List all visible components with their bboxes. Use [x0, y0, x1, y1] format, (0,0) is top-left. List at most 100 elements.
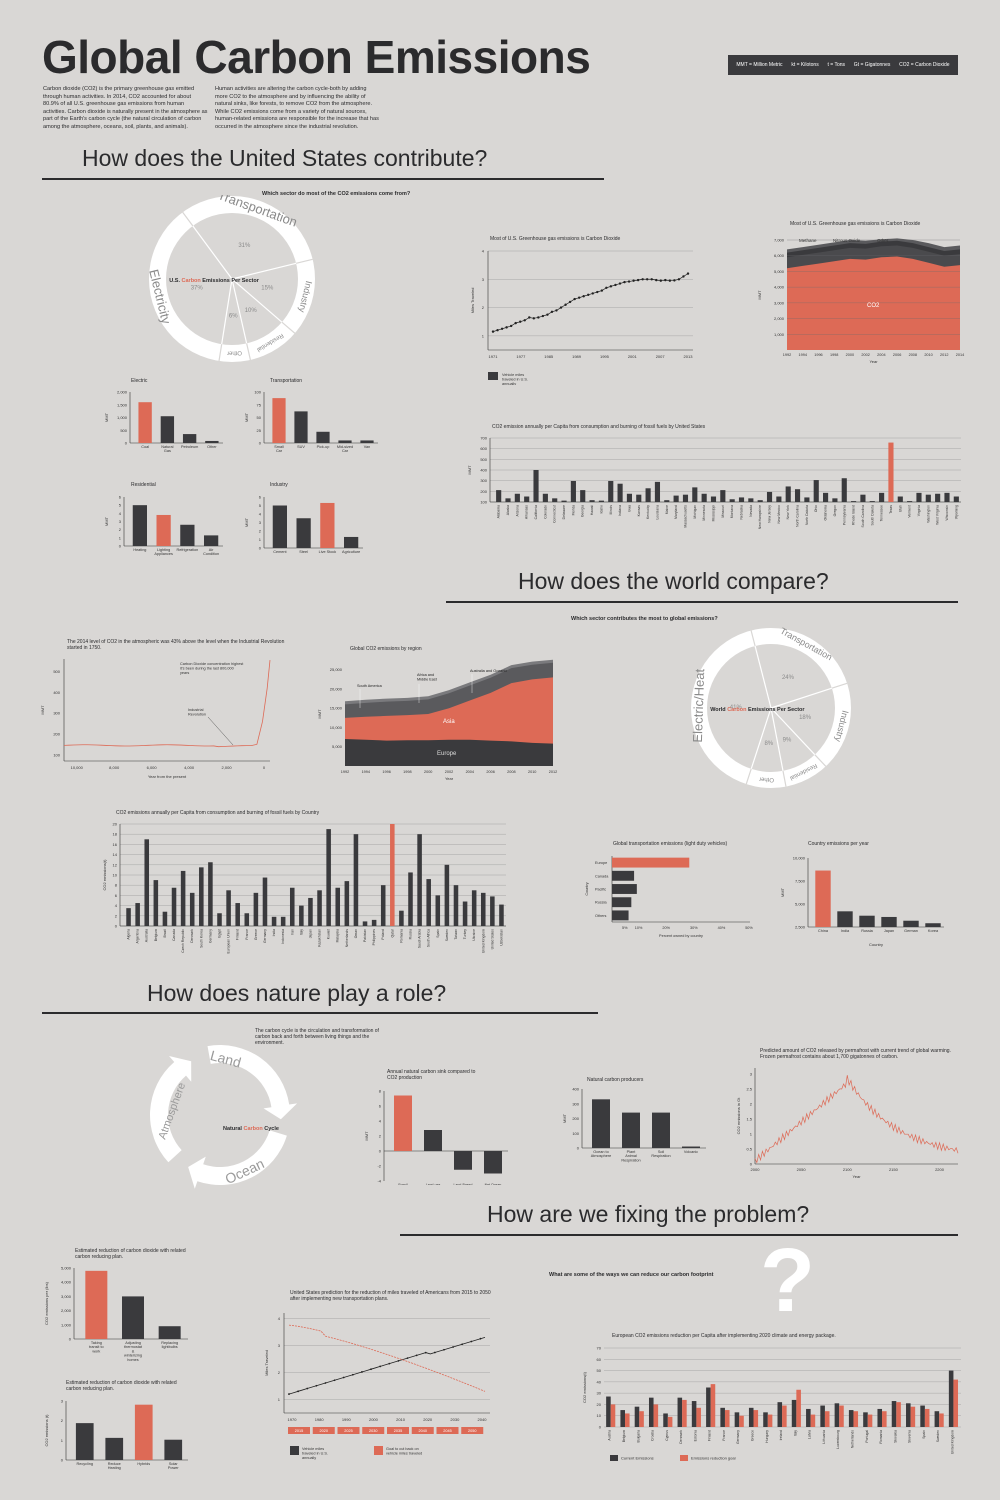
bar-oregon — [832, 498, 838, 502]
x-tick-label: Estonia — [693, 1430, 697, 1441]
bar-turkey — [462, 901, 468, 926]
data-point — [523, 319, 526, 322]
x-tick-label: South Dakota — [870, 505, 874, 526]
x-tick-label: Replacing — [161, 1341, 178, 1345]
x-tick-label: Delaware — [562, 505, 566, 519]
pie-divider — [750, 707, 772, 770]
data-point — [559, 306, 563, 309]
y-tick-label: -4 — [377, 1179, 381, 1184]
legend-label: annually — [502, 382, 516, 385]
bar-florida — [570, 480, 576, 502]
x-tick-label: Japan — [308, 929, 312, 938]
bar-massachusetts — [682, 494, 689, 502]
y-tick-label: 1 — [61, 1438, 64, 1443]
x-tick-label: Idaho — [599, 505, 603, 514]
x-tick-label: Soil — [658, 1150, 664, 1154]
x-tick-label: South Carolina — [861, 505, 865, 528]
bar-ireland-emissions-reduction-goal — [782, 1405, 787, 1427]
y-tick-label: 6 — [259, 495, 262, 500]
area-label-co2: CO2 — [867, 303, 880, 309]
us-miles-title: Most of U.S. Greenhouse gas emissions is… — [490, 236, 621, 242]
bar-slovakia-emissions-reduction-goal — [896, 1402, 901, 1427]
y-tick-label: 5,000 — [795, 902, 806, 907]
bar-wyoming — [953, 496, 959, 502]
us-miles-line-chart: 1 2 3 4 1971 1977 1985 1989 1995 2001 2007 2013 Mile… — [470, 249, 693, 386]
bar-luxembourg-emissions-reduction-goal — [839, 1405, 844, 1427]
y-tick-label: 400 — [480, 468, 487, 473]
x-tick-label: 1998 — [403, 770, 411, 774]
y-tick-label: 500 — [53, 669, 60, 674]
fix-estimated-1-bars: 0 1,000 2,000 3,000 4,000 5,000 CO2 emissions … — [44, 1266, 188, 1362]
future-tick-box — [461, 1427, 484, 1434]
bar-montana — [729, 499, 735, 502]
x-tick-label: Pakistan — [363, 929, 367, 942]
x-tick-label: thermostat — [124, 1345, 143, 1349]
y-tick-label: 1,500 — [117, 402, 128, 407]
x-tick-label: Lighting — [157, 548, 170, 552]
data-point — [591, 292, 594, 295]
legend-swatch — [610, 1455, 618, 1461]
pie-value-transportation: 24% — [782, 675, 795, 681]
future-tick-label: 2040 — [419, 1429, 427, 1433]
bar-china — [815, 870, 831, 927]
x-tick-label: German — [904, 929, 918, 933]
us-state-bars: 100 200 300 400 500 600 700 MMT Alabama Alaska Ari… — [467, 436, 961, 529]
data-point — [655, 278, 658, 282]
y-tick-label: 4 — [119, 511, 122, 516]
pie-ring-gap — [246, 343, 251, 361]
x-tick-label: Georgia — [581, 505, 585, 517]
bar-kuwait — [326, 829, 331, 926]
x-tick-label: Arkansas — [525, 505, 529, 519]
bar-slovenia-current-emissions — [906, 1403, 911, 1427]
y-axis-label: CO2 emissions(t) — [102, 859, 107, 891]
fix-europe-title: European CO2 emissions reduction per Cap… — [612, 1333, 836, 1339]
bar-land-use-change-deforestation — [424, 1130, 442, 1151]
data-point — [491, 330, 495, 333]
bar-japan — [308, 897, 313, 926]
data-point — [555, 309, 558, 312]
y-tick-label: 500 — [120, 428, 127, 433]
bar-pennsylvania — [841, 478, 847, 502]
y-tick-label: 0 — [115, 924, 118, 929]
bar-croatia-current-emissions — [648, 1397, 654, 1427]
bar-vermont — [907, 501, 913, 502]
data-point — [600, 289, 604, 292]
bar-illinois — [608, 480, 614, 502]
bar-latvia-emissions-reduction-goal — [810, 1414, 816, 1427]
y-tick-label: 6,000 — [774, 253, 785, 258]
x-tick-label: Hungary — [765, 1430, 769, 1443]
bar-rhode-island — [851, 501, 857, 502]
y-tick-label: 2 — [482, 305, 485, 310]
data-point — [564, 303, 567, 306]
area-label-africa: Africa and — [417, 673, 434, 677]
data-point — [609, 285, 613, 288]
bar-czech-republic — [180, 870, 186, 926]
data-point — [650, 278, 653, 281]
y-axis-label: MMT — [757, 290, 762, 300]
x-tick-label: Pennsylvania — [842, 505, 846, 525]
pie-center-label: World Carbon Emissions Per Sector — [710, 707, 805, 713]
bar-south-carolina — [860, 494, 866, 502]
future-tick-box — [436, 1427, 459, 1434]
x-tick-label: Utah — [898, 505, 902, 512]
y-axis-label: MMT — [780, 887, 785, 897]
pie-value-electricity: 37% — [191, 286, 204, 292]
x-tick-label: Czech Republic — [181, 929, 185, 953]
bar-europe — [612, 857, 690, 868]
x-tick-label: 2,000 — [222, 765, 233, 770]
data-point — [550, 310, 554, 314]
bar-denmark-current-emissions — [677, 1397, 683, 1427]
bar-belgium-emissions-reduction-goal — [624, 1413, 630, 1427]
y-tick-label: 2 — [750, 1102, 753, 1107]
x-tick-label: New York — [786, 505, 790, 520]
x-tick-label: Taking — [91, 1341, 102, 1345]
bar-arkansas — [524, 496, 530, 502]
x-tick-label: 2006 — [893, 353, 901, 357]
pie-value-electric-heat: 41% — [730, 705, 743, 711]
x-tick-label: Gas — [164, 449, 171, 453]
data-point — [379, 1365, 382, 1368]
x-tick-label: California — [534, 505, 538, 519]
series-line-miles — [288, 1336, 486, 1395]
x-tick-label: Argentina — [136, 929, 140, 944]
x-tick-label: 1994 — [799, 353, 807, 357]
